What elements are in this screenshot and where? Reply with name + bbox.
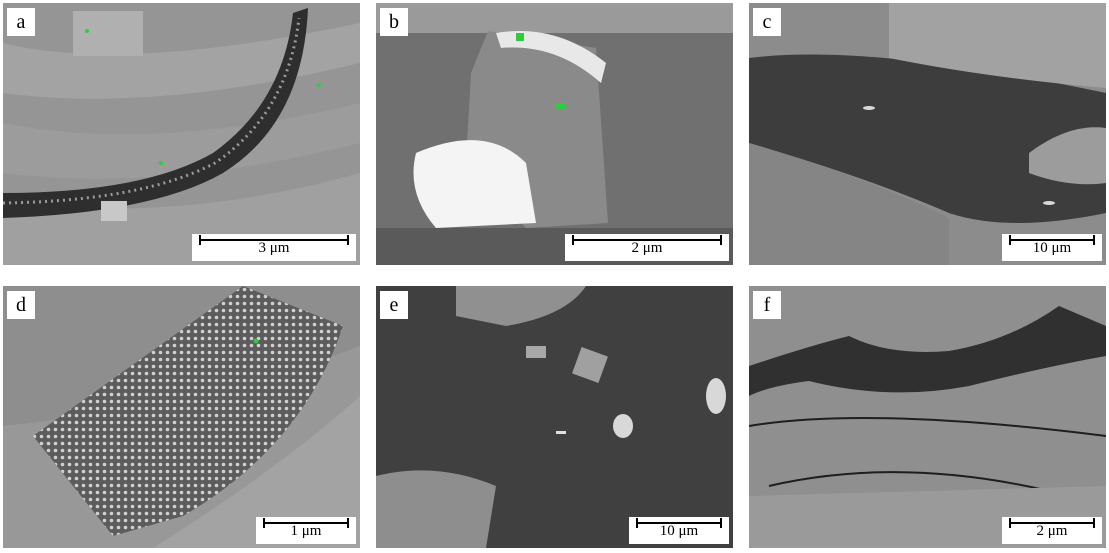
- panel-f: f 2 μm: [749, 286, 1106, 548]
- scale-bar-line: [263, 518, 349, 528]
- scale-bar: 2 μm: [565, 234, 729, 261]
- panel-letter: d: [7, 291, 35, 319]
- panel-letter: e: [380, 291, 408, 319]
- panel-letter: f: [753, 291, 781, 319]
- scale-bar: 2 μm: [1002, 517, 1102, 544]
- scale-bar-line: [1009, 518, 1095, 528]
- scale-bar: 10 μm: [1002, 234, 1102, 261]
- panel-b: b 2 μm: [376, 3, 733, 265]
- scale-bar-label: 1 μm: [290, 523, 322, 539]
- sem-image-f: [749, 286, 1106, 548]
- sem-image-d: [3, 286, 360, 548]
- scale-bar-line: [199, 235, 349, 245]
- scale-bar: 1 μm: [256, 517, 356, 544]
- sem-image-c: [749, 3, 1106, 265]
- scale-bar-line: [636, 518, 722, 528]
- scale-bar-label: 10 μm: [659, 523, 699, 539]
- scale-bar: 3 μm: [192, 234, 356, 261]
- panel-e: e 10 μm: [376, 286, 733, 548]
- scale-bar-line: [1009, 235, 1095, 245]
- scale-bar-label: 2 μm: [631, 240, 663, 256]
- sem-image-e: [376, 286, 733, 548]
- panel-letter: c: [753, 8, 781, 36]
- scale-bar-label: 2 μm: [1036, 523, 1068, 539]
- panel-letter: a: [7, 8, 35, 36]
- sem-image-b: [376, 3, 733, 265]
- scale-bar-label: 3 μm: [258, 240, 290, 256]
- scale-bar-label: 10 μm: [1032, 240, 1072, 256]
- sem-image-a: [3, 3, 360, 265]
- scale-bar: 10 μm: [629, 517, 729, 544]
- panel-a: a 3 μm: [3, 3, 360, 265]
- panel-letter: b: [380, 8, 408, 36]
- scale-bar-line: [572, 235, 722, 245]
- panel-c: c 10 μm: [749, 3, 1106, 265]
- panel-d: d 1 μm: [3, 286, 360, 548]
